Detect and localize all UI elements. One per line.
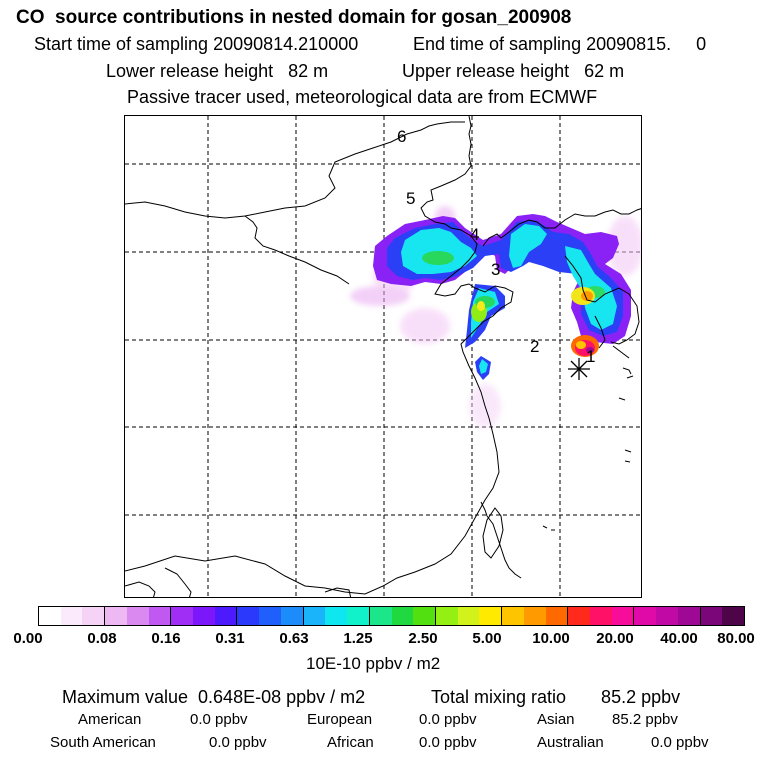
- color-swatch: [369, 607, 392, 625]
- region-value: 0.0 ppbv: [209, 734, 267, 751]
- start-time-label: Start time of sampling 20090814.210000: [34, 34, 359, 54]
- color-swatch: [82, 607, 106, 625]
- region-name: European: [307, 711, 373, 728]
- color-swatch: [171, 607, 194, 625]
- scale-tick: 1.25: [343, 630, 373, 647]
- scale-tick: 10.00: [532, 630, 570, 647]
- region-value: 85.2 ppbv: [612, 711, 678, 728]
- scale-tick: 0.31: [215, 630, 245, 647]
- end-time-label: End time of sampling 20090815. 0: [413, 34, 707, 54]
- color-swatch: [391, 607, 414, 625]
- color-swatch: [413, 607, 436, 625]
- color-swatch: [126, 607, 149, 625]
- color-swatch: [611, 607, 635, 625]
- scale-tick: 0.63: [279, 630, 309, 647]
- color-swatch: [479, 607, 503, 625]
- color-swatch: [60, 607, 83, 625]
- color-swatch: [280, 607, 304, 625]
- color-swatch: [634, 607, 657, 625]
- scale-tick: 5.00: [472, 630, 502, 647]
- color-swatch: [105, 607, 127, 625]
- scale-unit: 10E-10 ppbv / m2: [306, 654, 441, 673]
- site-label-3: 3: [491, 260, 500, 279]
- site-label-6: 6: [397, 127, 406, 146]
- upper-release-height: Upper release height 62 m: [402, 61, 625, 81]
- color-swatch: [214, 607, 238, 625]
- color-scale: [38, 606, 745, 626]
- scale-tick: 0.16: [151, 630, 181, 647]
- region-value: 0.0 ppbv: [651, 734, 709, 751]
- plot-title: CO source contributions in nested domain…: [16, 7, 572, 28]
- region-name: African: [327, 734, 374, 751]
- color-swatch: [148, 607, 172, 625]
- scale-tick: 40.00: [660, 630, 698, 647]
- scale-tick: 20.00: [596, 630, 634, 647]
- lat-lon-grid: [125, 116, 641, 597]
- lower-release-height: Lower release height 82 m: [106, 61, 329, 81]
- region-name: Asian: [537, 711, 575, 728]
- region-value: 0.0 ppbv: [419, 711, 477, 728]
- total-mixing-ratio: Total mixing ratio 85.2 ppbv: [431, 687, 681, 707]
- color-swatch: [457, 607, 480, 625]
- region-name: Australian: [537, 734, 604, 751]
- map-canvas: 1 2 3 4 5 6: [125, 116, 641, 597]
- scale-tick: 0.08: [87, 630, 117, 647]
- site-label-4: 4: [470, 225, 479, 244]
- region-name: American: [78, 711, 142, 728]
- color-swatch: [325, 607, 348, 625]
- color-swatch: [700, 607, 723, 625]
- color-swatch: [39, 607, 61, 625]
- color-swatch: [545, 607, 569, 625]
- scale-tick: 0.00: [13, 630, 43, 647]
- region-value: 0.0 ppbv: [190, 711, 248, 728]
- site-label-1: 1: [586, 347, 595, 366]
- receptor-asterisk-icon: [568, 358, 590, 380]
- site-label-5: 5: [406, 189, 415, 208]
- color-swatch: [656, 607, 678, 625]
- color-swatch: [347, 607, 370, 625]
- color-swatch: [502, 607, 524, 625]
- scale-tick: 2.50: [408, 630, 438, 647]
- site-label-2: 2: [530, 337, 539, 356]
- color-swatch: [568, 607, 590, 625]
- color-swatch: [677, 607, 701, 625]
- color-swatch: [722, 607, 744, 625]
- color-swatch: [589, 607, 612, 625]
- scale-tick: 80.00: [717, 630, 755, 647]
- region-name: South American: [50, 734, 156, 751]
- color-swatch: [259, 607, 281, 625]
- color-swatch: [435, 607, 458, 625]
- tracer-note: Passive tracer used, meteorological data…: [127, 87, 598, 107]
- map-panel: 1 2 3 4 5 6: [124, 115, 642, 598]
- maximum-value: Maximum value 0.648E-08 ppbv / m2: [62, 687, 366, 707]
- color-swatch: [523, 607, 546, 625]
- coastlines: [125, 116, 641, 597]
- color-swatch: [193, 607, 215, 625]
- color-swatch: [303, 607, 326, 625]
- region-value: 0.0 ppbv: [419, 734, 477, 751]
- color-swatch: [237, 607, 260, 625]
